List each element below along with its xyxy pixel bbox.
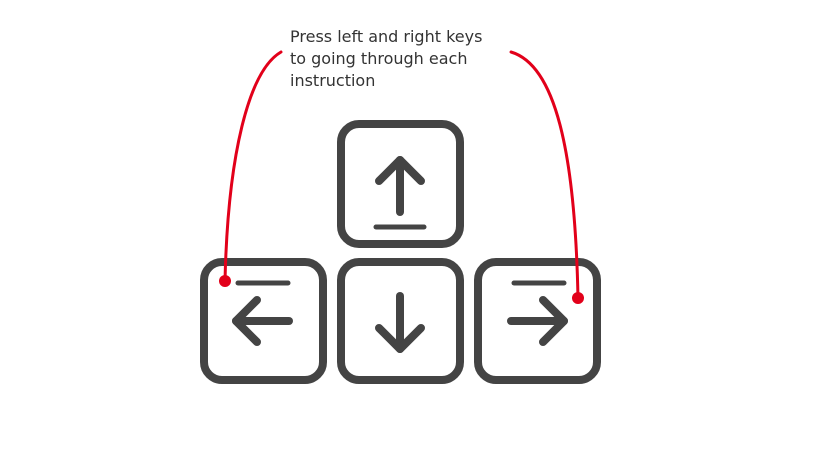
instruction-line-2: to going through each (290, 49, 468, 68)
right-pointer-dot (572, 292, 584, 304)
arrow-right-icon (507, 296, 568, 346)
arrow-left-icon (232, 296, 293, 346)
instruction-text: Press left and right keys to going throu… (290, 26, 505, 92)
down-key[interactable] (337, 258, 464, 384)
arrow-down-icon (375, 292, 425, 353)
left-pointer-dot (219, 275, 231, 287)
right-key[interactable] (474, 258, 601, 384)
up-key[interactable] (337, 120, 464, 248)
left-key[interactable] (200, 258, 327, 384)
instruction-line-1: Press left and right keys (290, 27, 483, 46)
left-pointer-line (223, 50, 283, 283)
arrow-up-icon (375, 156, 425, 216)
instruction-line-3: instruction (290, 71, 376, 90)
right-pointer-line (509, 50, 580, 300)
